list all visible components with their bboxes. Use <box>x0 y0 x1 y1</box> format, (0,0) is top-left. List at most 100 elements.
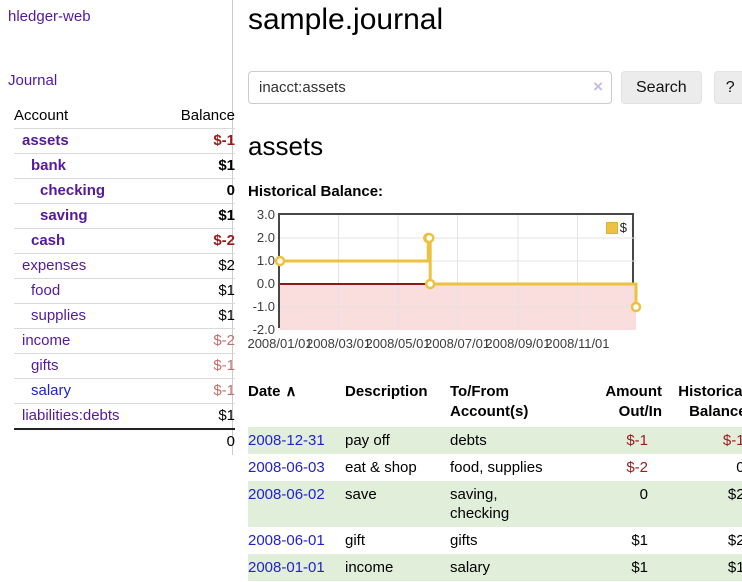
transaction-description: gift <box>345 532 366 549</box>
main-content: sample.journal × Search ? assets Histori… <box>247 0 742 581</box>
register-row: 2008-12-31 pay off debts $-1 $-1 <box>248 427 742 454</box>
account-balance: $1 <box>160 303 235 329</box>
transaction-amount: $1 <box>587 554 662 581</box>
accounts-header-row: Account Balance <box>14 104 235 129</box>
legend-label: $ <box>619 220 627 235</box>
transaction-balance: $2 <box>727 532 742 549</box>
account-balance: $1 <box>160 403 235 429</box>
x-tick-label: 2008/01/01 <box>247 336 313 351</box>
legend-swatch-icon <box>605 221 618 234</box>
x-tick-label: 2008/03/01 <box>305 336 372 351</box>
register-header-tofrom: To/From Account(s) <box>450 383 529 420</box>
y-tick-label: 3.0 <box>256 207 275 222</box>
account-row-cash: cash $-2 <box>14 228 235 254</box>
transaction-amount: 0 <box>587 481 662 527</box>
transaction-balance: $-1 <box>662 427 742 454</box>
sidebar-item-journal[interactable]: Journal <box>8 72 58 89</box>
account-row-food: food $1 <box>14 278 235 304</box>
account-link-liabilities-debts[interactable]: liabilities:debts <box>22 407 120 424</box>
account-link-income[interactable]: income <box>22 332 71 349</box>
chart-legend: $ <box>603 219 629 236</box>
search-bar: × Search ? <box>248 71 742 104</box>
transaction-description: save <box>345 481 450 527</box>
transaction-amount: $-2 <box>626 459 648 476</box>
y-tick-label: 0.0 <box>256 276 275 291</box>
transaction-description: eat & shop <box>345 459 417 476</box>
account-row-gifts: gifts $-1 <box>14 353 235 379</box>
register-header-row: Date ∧ Description To/From Account(s) Amo… <box>248 380 742 427</box>
account-link-salary[interactable]: salary <box>31 382 72 399</box>
account-heading: assets <box>248 131 324 161</box>
register-row: 2008-06-03 eat & shop food, supplies $-2… <box>248 454 742 481</box>
account-balance: 0 <box>160 178 235 204</box>
account-row-bank: bank $1 <box>14 153 235 179</box>
account-balance: $-1 <box>160 128 235 154</box>
account-balance: $-2 <box>160 228 235 254</box>
account-row-supplies: supplies $1 <box>14 303 235 329</box>
account-link-checking[interactable]: checking <box>40 182 106 199</box>
account-link-expenses[interactable]: expenses <box>22 257 87 274</box>
accounts-total-balance: 0 <box>160 428 235 454</box>
account-row-assets: assets $-1 <box>14 128 235 154</box>
transaction-accounts: gifts <box>450 532 478 549</box>
search-input[interactable] <box>248 71 612 104</box>
x-tick-label: 2008/09/01 <box>485 336 551 351</box>
transaction-date-link[interactable]: 2008-06-03 <box>248 459 325 476</box>
register-header-amount: Amount Out/In <box>605 383 662 420</box>
account-balance: $1 <box>160 153 235 179</box>
accounts-header-balance: Balance <box>180 107 235 124</box>
account-balance: $-1 <box>160 378 235 404</box>
transaction-description: pay off <box>345 427 450 454</box>
y-tick-label: -1.0 <box>252 299 275 314</box>
historical-balance-chart: 3.0 2.0 1.0 0.0 -1.0 -2.0 $ 2008/01/01 2008/03… <box>247 207 648 363</box>
account-link-supplies[interactable]: supplies <box>31 307 87 324</box>
page-title: sample.journal <box>248 3 444 36</box>
x-tick-label: 2008/11/01 <box>545 336 610 351</box>
chart-title: Historical Balance: <box>248 183 384 200</box>
help-button[interactable]: ? <box>713 71 742 104</box>
y-tick-label: 1.0 <box>256 253 275 268</box>
accounts-total-row: 0 <box>14 428 235 454</box>
y-tick-label: -2.0 <box>252 322 275 337</box>
account-link-assets[interactable]: assets <box>22 132 69 149</box>
account-row-checking: checking 0 <box>14 178 235 204</box>
transaction-accounts: salary <box>450 554 587 581</box>
chart-plot-svg <box>274 215 642 330</box>
transaction-date-link[interactable]: 2008-01-01 <box>248 559 325 576</box>
account-link-cash[interactable]: cash <box>31 232 66 249</box>
register-row: 2008-01-01 income salary $1 $1 <box>248 554 742 581</box>
account-row-expenses: expenses $2 <box>14 253 235 279</box>
clear-search-icon[interactable]: × <box>593 77 603 96</box>
register-table: Date ∧ Description To/From Account(s) Amo… <box>248 380 742 581</box>
chart-plot-area: $ <box>274 213 642 330</box>
y-tick-label: 2.0 <box>256 230 275 245</box>
sort-ascending-icon: ∧ <box>285 383 297 400</box>
account-row-saving: saving $1 <box>14 203 235 229</box>
transaction-description: income <box>345 554 450 581</box>
register-row: 2008-06-02 save saving, checking 0 $2 <box>248 481 742 527</box>
register-header-date: Date ∧ <box>248 383 297 400</box>
transaction-accounts: food, supplies <box>450 459 543 476</box>
account-link-gifts[interactable]: gifts <box>31 357 59 374</box>
account-balance: $2 <box>160 253 235 279</box>
transaction-date-link[interactable]: 2008-06-02 <box>248 486 325 503</box>
transaction-date-link[interactable]: 2008-06-01 <box>248 532 325 549</box>
transaction-amount: $1 <box>631 532 648 549</box>
app-title-link[interactable]: hledger-web <box>8 8 91 25</box>
account-row-salary: salary $-1 <box>14 378 235 404</box>
transaction-accounts: saving, checking <box>450 481 587 527</box>
account-balance: $-1 <box>160 353 235 379</box>
accounts-header-account: Account <box>14 107 69 124</box>
transaction-balance: $2 <box>662 481 742 527</box>
account-row-income: income $-2 <box>14 328 235 354</box>
account-link-bank[interactable]: bank <box>31 157 67 174</box>
transaction-amount: $-1 <box>587 427 662 454</box>
register-row: 2008-06-01 gift gifts $1 $2 <box>248 527 742 554</box>
register-header-balance: Historical Balance <box>678 383 742 420</box>
transaction-date-link[interactable]: 2008-12-31 <box>248 432 325 449</box>
account-link-food[interactable]: food <box>31 282 61 299</box>
transaction-balance: 0 <box>736 459 742 476</box>
search-button[interactable]: Search <box>621 71 702 104</box>
account-link-saving[interactable]: saving <box>40 207 88 224</box>
